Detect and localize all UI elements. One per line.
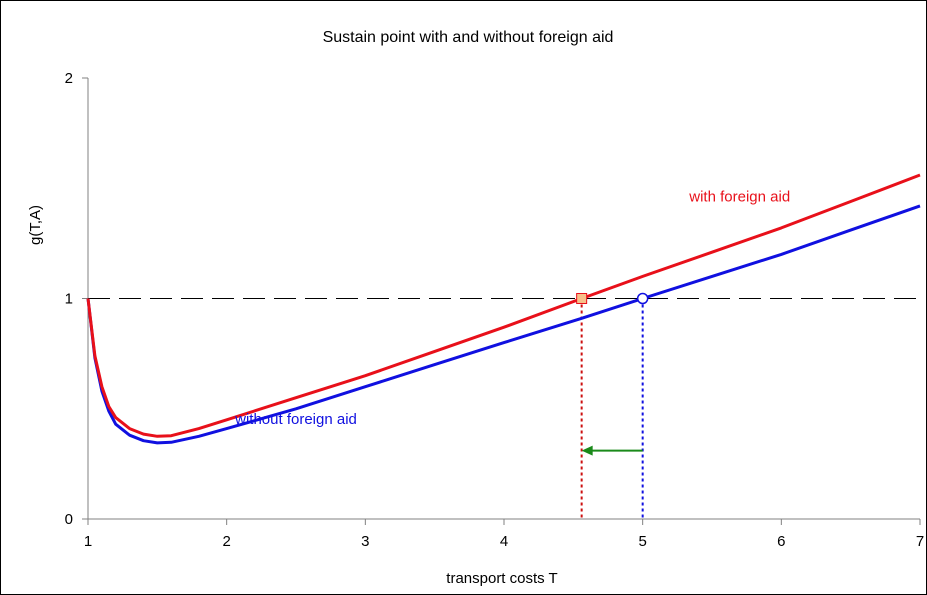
x-tick-label: 1 (84, 533, 92, 550)
y-tick-label: 1 (65, 291, 73, 308)
series-line (86, 173, 921, 438)
sustain-point-marker-with-aid (576, 293, 588, 304)
x-tick-label: 6 (777, 533, 785, 550)
x-tick-label: 7 (916, 533, 924, 550)
x-axis-label: transport costs T (446, 570, 557, 587)
sustain-point-marker-without-aid (636, 292, 649, 305)
x-tick-label: 5 (638, 533, 646, 550)
y-axis-label: g(T,A) (27, 205, 44, 245)
series-annotation: with foreign aid (688, 188, 790, 205)
y-tick-label: 2 (65, 70, 73, 87)
y-tick-label: 0 (65, 511, 73, 528)
x-tick-label: 3 (361, 533, 369, 550)
x-tick-label: 2 (222, 533, 230, 550)
shift-arrow-head (581, 445, 593, 456)
chart-title: Sustain point with and without foreign a… (323, 29, 614, 46)
series-annotation: without foreign aid (234, 411, 357, 428)
series-line (86, 204, 921, 445)
x-tick-label: 4 (500, 533, 508, 550)
